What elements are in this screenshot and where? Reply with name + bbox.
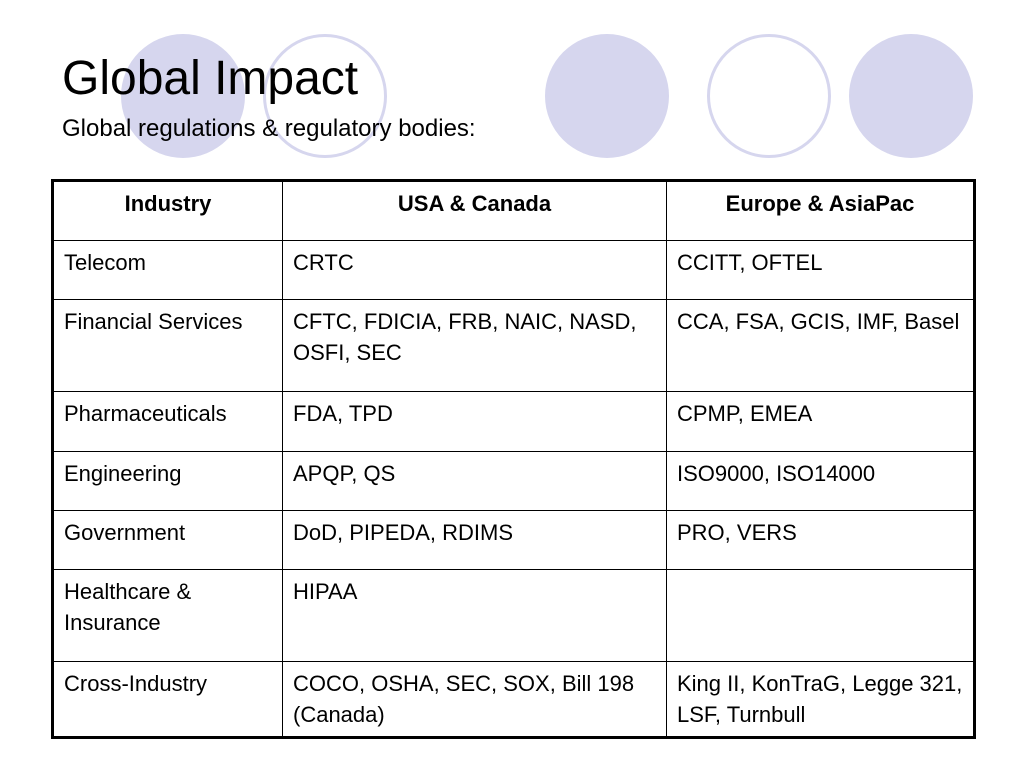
cell-europe-asiapac: ISO9000, ISO14000 <box>666 451 975 511</box>
cell-industry: Engineering <box>52 451 283 511</box>
header-europe-asiapac: Europe & AsiaPac <box>666 180 975 241</box>
cell-usa-canada: HIPAA <box>282 569 667 662</box>
table-row: Government DoD, PIPEDA, RDIMS PRO, VERS <box>52 510 975 570</box>
cell-usa-canada: CFTC, FDICIA, FRB, NAIC, NASD, OSFI, SEC <box>282 299 667 392</box>
table-row: Healthcare & Insurance HIPAA <box>52 569 975 662</box>
cell-industry: Cross-Industry <box>52 661 283 738</box>
table-row: Financial Services CFTC, FDICIA, FRB, NA… <box>52 299 975 392</box>
cell-europe-asiapac: CPMP, EMEA <box>666 391 975 452</box>
decorative-circle-outline <box>707 34 831 158</box>
table-row: Telecom CRTC CCITT, OFTEL <box>52 240 975 300</box>
cell-usa-canada: FDA, TPD <box>282 391 667 452</box>
table-row: Cross-Industry COCO, OSHA, SEC, SOX, Bil… <box>52 661 975 738</box>
cell-europe-asiapac: PRO, VERS <box>666 510 975 570</box>
cell-europe-asiapac: King II, KonTraG, Legge 321, LSF, Turnbu… <box>666 661 975 738</box>
cell-industry: Financial Services <box>52 299 283 392</box>
cell-usa-canada: DoD, PIPEDA, RDIMS <box>282 510 667 570</box>
decorative-circle-filled <box>849 34 973 158</box>
slide-subtitle: Global regulations & regulatory bodies: <box>62 115 476 142</box>
cell-usa-canada: COCO, OSHA, SEC, SOX, Bill 198 (Canada) <box>282 661 667 738</box>
cell-industry: Healthcare & Insurance <box>52 569 283 662</box>
table-row: Pharmaceuticals FDA, TPD CPMP, EMEA <box>52 391 975 452</box>
cell-usa-canada: CRTC <box>282 240 667 300</box>
cell-industry: Government <box>52 510 283 570</box>
cell-industry: Telecom <box>52 240 283 300</box>
cell-industry: Pharmaceuticals <box>52 391 283 452</box>
slide-title: Global Impact <box>62 52 359 105</box>
header-usa-canada: USA & Canada <box>282 180 667 241</box>
cell-europe-asiapac <box>666 569 975 662</box>
cell-europe-asiapac: CCITT, OFTEL <box>666 240 975 300</box>
decorative-circle-filled <box>545 34 669 158</box>
table-header-row: Industry USA & Canada Europe & AsiaPac <box>52 180 975 241</box>
header-industry: Industry <box>52 180 283 241</box>
cell-europe-asiapac: CCA, FSA, GCIS, IMF, Basel <box>666 299 975 392</box>
decorative-circle-filled <box>121 34 245 158</box>
table-row: Engineering APQP, QS ISO9000, ISO14000 <box>52 451 975 511</box>
regulations-table: Industry USA & Canada Europe & AsiaPac T… <box>51 179 976 739</box>
decorative-circle-outline <box>263 34 387 158</box>
cell-usa-canada: APQP, QS <box>282 451 667 511</box>
